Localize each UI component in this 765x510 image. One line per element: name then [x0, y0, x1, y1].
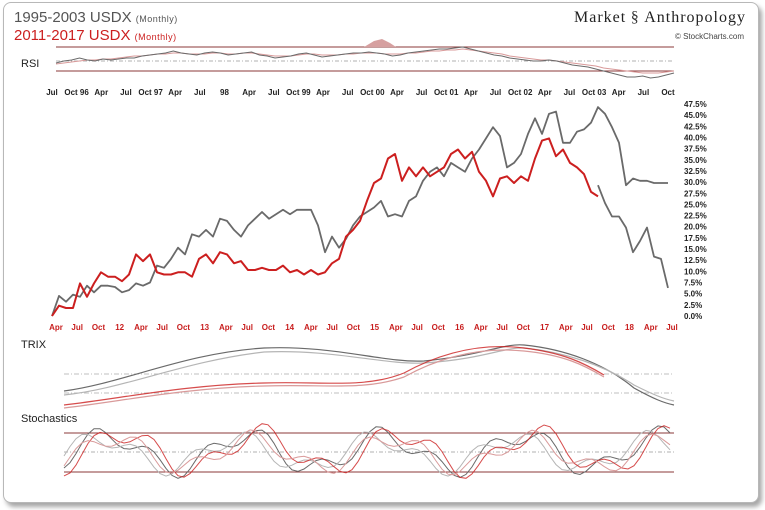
stoch-k-1995 — [63, 425, 671, 479]
bottom-axis-tick: Apr — [559, 323, 573, 332]
top-axis-tick: Oct 96 — [64, 88, 89, 97]
bottom-axis-tick: 17 — [540, 323, 549, 332]
y-axis-tick: 0.0% — [684, 312, 702, 321]
title-1995-2003: 1995-2003 USDX (Monthly) — [14, 9, 178, 26]
bottom-axis-tick: 15 — [370, 323, 379, 332]
stoch-d-1995 — [63, 429, 671, 477]
y-axis-tick: 45.0% — [684, 111, 707, 120]
top-axis-tick: Apr — [316, 88, 330, 97]
top-axis-tick: Oct 97 — [138, 88, 163, 97]
bottom-axis-tick: Jul — [496, 323, 508, 332]
bottom-axis-tick: Apr — [134, 323, 148, 332]
bottom-axis-tick: Oct — [517, 323, 531, 332]
stoch-k-2011 — [63, 423, 671, 479]
bottom-axis-tick: Apr — [219, 323, 233, 332]
bottom-axis-tick: Oct — [177, 323, 191, 332]
top-axis-tick: Jul — [416, 88, 428, 97]
y-axis-tick: 22.5% — [684, 212, 707, 221]
top-axis-tick: Apr — [94, 88, 108, 97]
bottom-axis-tick: Oct — [92, 323, 106, 332]
top-axis-tick: Oct 01 — [434, 88, 459, 97]
y-axis-tick: 37.5% — [684, 145, 707, 154]
bottom-axis-tick: Jul — [156, 323, 168, 332]
y-axis-tick: 17.5% — [684, 234, 707, 243]
y-axis-tick: 35.0% — [684, 156, 707, 165]
bottom-axis-tick: Jul — [411, 323, 423, 332]
y-axis-tick: 15.0% — [684, 245, 707, 254]
trix-line-2011 — [63, 345, 605, 406]
bottom-axis-tick: 18 — [625, 323, 634, 332]
top-axis-tick: Apr — [242, 88, 256, 97]
top-axis-tick: Jul — [194, 88, 206, 97]
y-axis-tick: 32.5% — [684, 167, 707, 176]
bottom-axis-tick: Oct — [262, 323, 276, 332]
bottom-axis-tick: Jul — [71, 323, 83, 332]
top-axis-tick: Jul — [490, 88, 502, 97]
bottom-axis-tick: Oct — [432, 323, 446, 332]
bottom-axis-tick: 16 — [455, 323, 464, 332]
bottom-axis-tick: Jul — [581, 323, 593, 332]
stoch-d-2011 — [63, 429, 671, 476]
brand-logo: Market § Anthropology — [574, 9, 746, 26]
bottom-axis-tick: Apr — [389, 323, 403, 332]
bottom-axis-tick: Apr — [304, 323, 318, 332]
rsi-overbought-fill — [364, 39, 396, 47]
y-axis-tick: 47.5% — [684, 100, 707, 109]
y-axis-tick: 5.0% — [684, 290, 702, 299]
top-axis-tick: Jul — [268, 88, 280, 97]
y-axis-tick: 25.0% — [684, 200, 707, 209]
top-axis-tick: Jul — [638, 88, 650, 97]
y-axis-tick: 20.0% — [684, 223, 707, 232]
bottom-axis-tick: Jul — [666, 323, 678, 332]
y-axis-tick: 2.5% — [684, 301, 702, 310]
series-line-1995-2003-tail — [597, 184, 669, 289]
top-axis-tick: 98 — [220, 88, 229, 97]
bottom-axis-tick: 14 — [285, 323, 294, 332]
top-axis-tick: Jul — [46, 88, 58, 97]
series-line-2011-2017 — [51, 137, 599, 317]
top-axis-tick: Jul — [120, 88, 132, 97]
trix-line-1995 — [63, 344, 675, 406]
bottom-axis-tick: 13 — [200, 323, 209, 332]
bottom-axis-tick: Oct — [602, 323, 616, 332]
top-axis-tick: Jul — [564, 88, 576, 97]
stockcharts-credit: © StockCharts.com — [674, 32, 744, 41]
rsi-label: RSI — [21, 58, 40, 70]
top-axis-tick: Oct 03 — [582, 88, 607, 97]
y-axis-tick: 40.0% — [684, 134, 707, 143]
top-axis-tick: Apr — [390, 88, 404, 97]
stochastics-label: Stochastics — [21, 413, 78, 425]
title-2011-2017: 2011-2017 USDX (Monthly) — [14, 27, 177, 44]
top-axis-tick: Apr — [538, 88, 552, 97]
bottom-axis-tick: Apr — [474, 323, 488, 332]
bottom-axis-tick: 12 — [115, 323, 124, 332]
top-axis-tick: Oct 99 — [286, 88, 311, 97]
top-axis-tick: Oct 00 — [360, 88, 385, 97]
chart-svg: Jul Oct 96 Apr Jul Oct 97 Apr Jul 98 Apr Jul Oct 9… — [46, 39, 707, 479]
bottom-axis-tick: Apr — [644, 323, 658, 332]
bottom-axis-tick: Jul — [326, 323, 338, 332]
rsi-line-1995 — [55, 46, 675, 79]
y-axis-tick: 30.0% — [684, 178, 707, 187]
y-axis-tick: 12.5% — [684, 256, 707, 265]
top-axis-tick: Oct 02 — [508, 88, 533, 97]
bottom-axis-tick: Apr — [49, 323, 63, 332]
dna-icon: § — [630, 9, 640, 26]
top-axis-tick: Apr — [612, 88, 626, 97]
y-axis-tick: 42.5% — [684, 122, 707, 131]
bottom-axis-tick: Jul — [241, 323, 253, 332]
trix-label: TRIX — [21, 339, 47, 351]
y-axis-tick: 10.0% — [684, 267, 707, 276]
top-axis-tick: Apr — [168, 88, 182, 97]
bottom-axis-tick: Oct — [347, 323, 361, 332]
trix-signal-2011 — [63, 349, 605, 409]
chart-frame: 1995-2003 USDX (Monthly) 2011-2017 USDX … — [3, 2, 759, 503]
series-line-1995-2003 — [51, 106, 668, 317]
top-axis-tick: Oct — [661, 88, 675, 97]
top-axis-tick: Jul — [342, 88, 354, 97]
top-axis-tick: Apr — [464, 88, 478, 97]
y-axis-tick: 7.5% — [684, 279, 702, 288]
y-axis-tick: 27.5% — [684, 189, 707, 198]
